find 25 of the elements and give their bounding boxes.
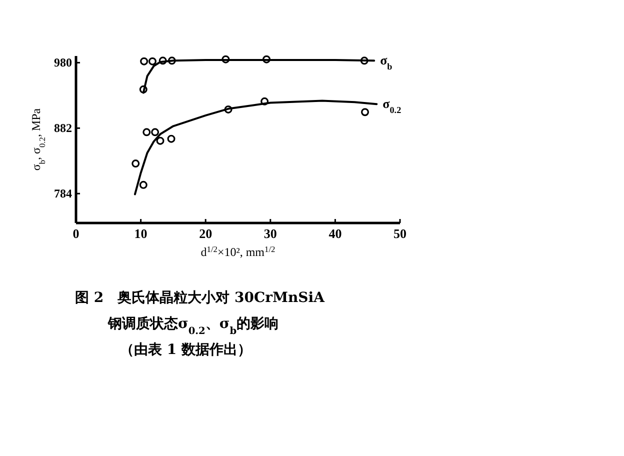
point — [156, 136, 164, 145]
y-tick-label: 882 — [54, 121, 72, 136]
point — [139, 180, 148, 189]
point — [148, 57, 156, 66]
series-label: σ$_{b}$ — [380, 52, 392, 72]
x-tick-label: 30 — [264, 226, 277, 241]
series-label: σ$_{0.2}$ — [382, 96, 402, 116]
text: （由表 1 数据作出） — [120, 342, 252, 358]
point — [361, 108, 370, 116]
line-series — [134, 100, 378, 196]
x-tick-label: 20 — [199, 226, 212, 241]
x-tick-label: 0 — [72, 226, 80, 241]
point — [151, 128, 160, 136]
point — [140, 57, 148, 66]
y-tick-label: 784 — [54, 186, 72, 201]
x-tick-label: 10 — [134, 226, 148, 241]
caption: 图 2 奥氏体晶粒大小对 30CrMnSiA — [75, 289, 326, 306]
text: 钢调质状态σ$_{0.2}$、σ$_{b}$的影响 — [107, 315, 279, 336]
point — [167, 134, 176, 143]
x-tick-label: 50 — [394, 226, 406, 241]
x-axis-title: d$^{1/2}$×10², mm$^{1/2}$ — [200, 244, 276, 259]
y-tick-label: 980 — [54, 56, 72, 70]
point — [132, 160, 140, 168]
point — [142, 128, 151, 136]
x-tick-label: 40 — [328, 226, 342, 241]
